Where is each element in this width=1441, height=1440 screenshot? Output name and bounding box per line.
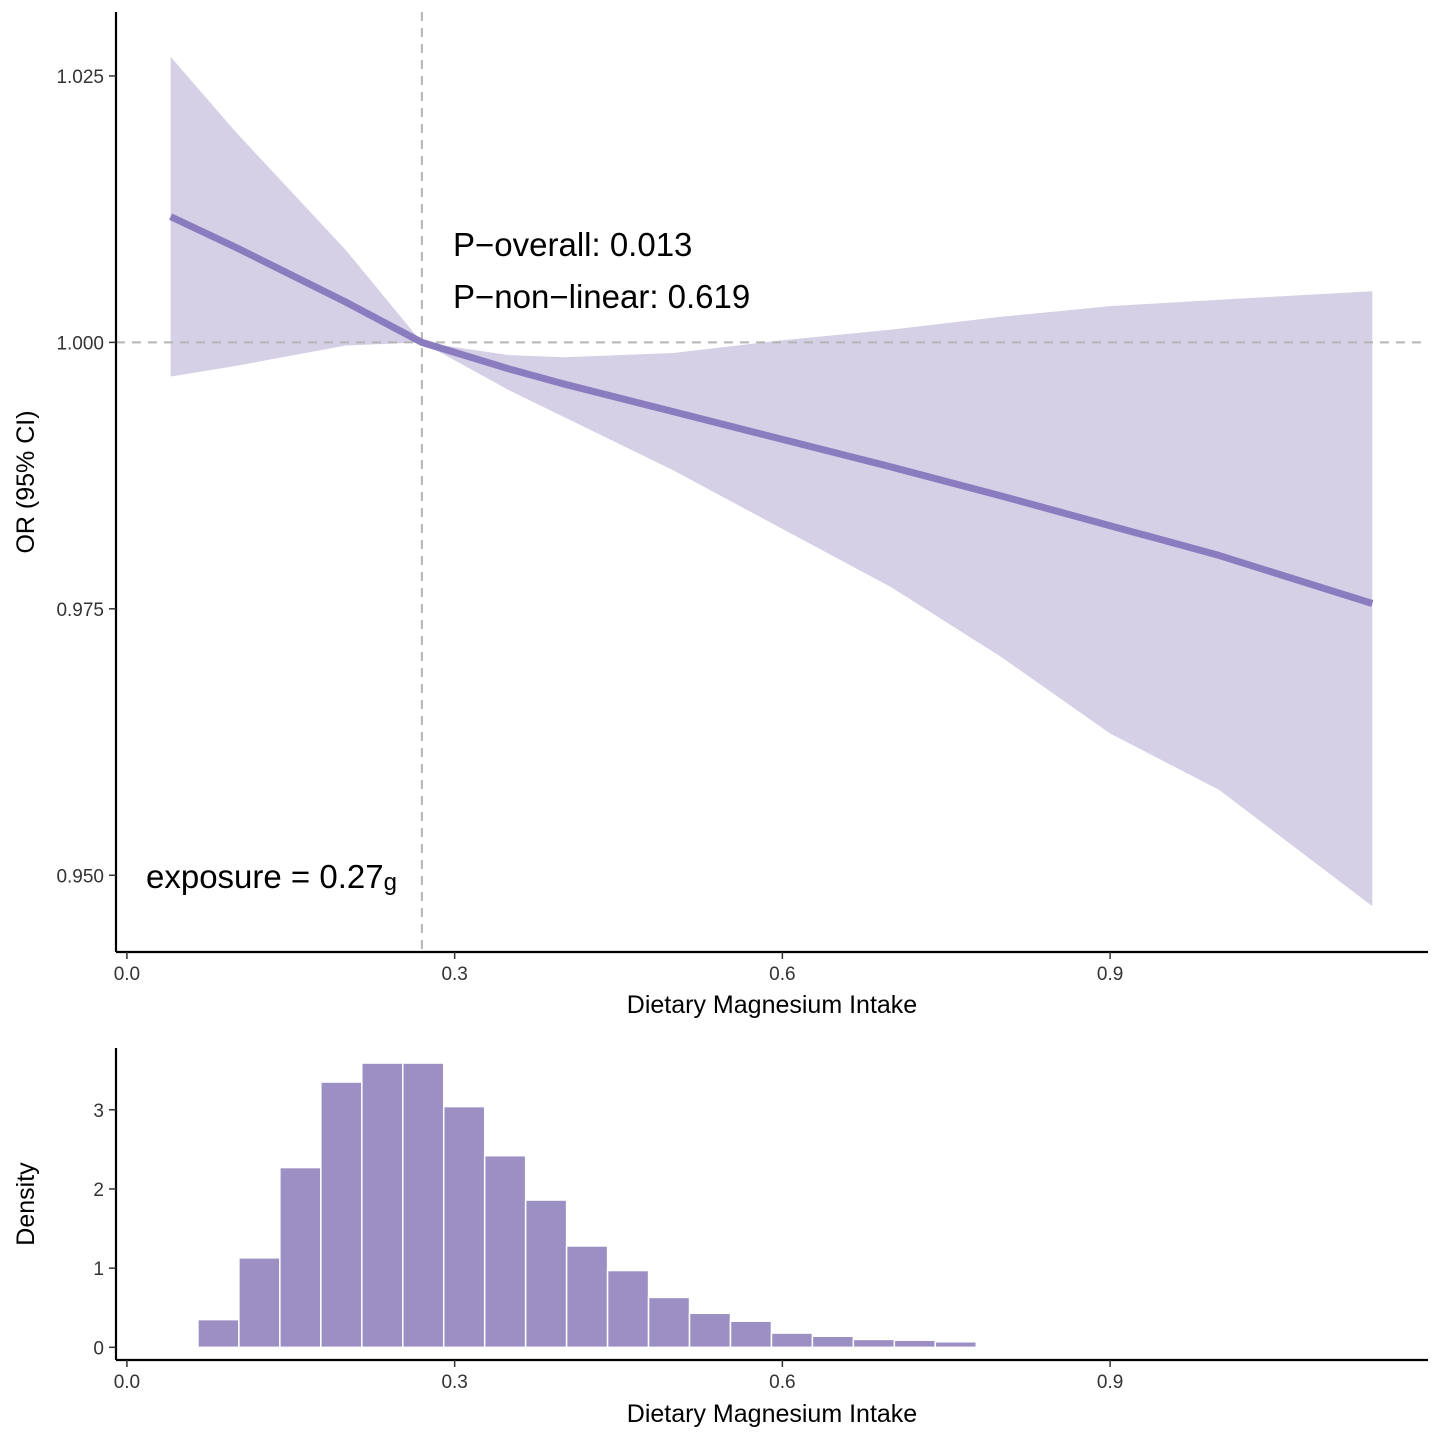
histogram-plot: 0.0 0.3 0.6 0.9 0 1 2 3 bbox=[93, 1048, 1428, 1393]
histogram-bar bbox=[975, 1345, 1018, 1349]
bottom-y-axis-label: Density bbox=[12, 1162, 40, 1246]
top-x-tick-label: 0.0 bbox=[114, 964, 140, 985]
bottom-y-tick-label: 0 bbox=[93, 1338, 104, 1359]
bottom-x-tick-label: 0.6 bbox=[769, 1372, 795, 1393]
spline-plot: 0.0 0.3 0.6 0.9 0.950 0.975 1.000 1.025 bbox=[56, 12, 1428, 985]
or-curve bbox=[169, 213, 1374, 607]
top-y-tick-label: 0.975 bbox=[56, 600, 104, 621]
bottom-y-tick-label: 2 bbox=[93, 1180, 104, 1201]
top-x-tick-label: 0.9 bbox=[1097, 964, 1123, 985]
top-y-tick-label: 1.000 bbox=[56, 333, 104, 354]
histogram-bar bbox=[279, 1166, 322, 1349]
histogram-bar bbox=[361, 1062, 404, 1349]
top-y-axis-label: OR (95% CI) bbox=[12, 410, 40, 553]
histogram-bar bbox=[934, 1341, 978, 1349]
bottom-y-tick-label: 1 bbox=[93, 1259, 104, 1280]
histogram-bar bbox=[852, 1338, 896, 1349]
histogram-bar bbox=[402, 1062, 445, 1349]
histogram-bar bbox=[893, 1339, 937, 1349]
histogram-bar bbox=[238, 1257, 281, 1349]
p-nonlinear-annotation: P−non−linear: 0.619 bbox=[453, 278, 750, 315]
histogram-bar bbox=[606, 1269, 650, 1349]
histogram-bar bbox=[647, 1296, 691, 1349]
histogram-bar bbox=[320, 1081, 363, 1349]
bottom-x-tick-label: 0.9 bbox=[1097, 1372, 1123, 1393]
bottom-x-tick-label: 0.0 bbox=[114, 1372, 140, 1393]
bottom-x-tick-label: 0.3 bbox=[441, 1372, 467, 1393]
top-y-tick-label: 1.025 bbox=[56, 67, 104, 88]
histogram-bar bbox=[811, 1335, 855, 1349]
p-overall-annotation: P−overall: 0.013 bbox=[453, 226, 692, 263]
top-y-tick-label: 0.950 bbox=[56, 866, 104, 887]
bottom-y-tick-label: 3 bbox=[93, 1101, 104, 1122]
histogram-bar bbox=[729, 1320, 773, 1349]
histogram-bar bbox=[442, 1105, 486, 1349]
exposure-annotation: exposure = 0.27g bbox=[146, 858, 397, 896]
bottom-x-axis-label: Dietary Magnesium Intake bbox=[627, 1400, 917, 1428]
top-x-tick-label: 0.6 bbox=[769, 964, 795, 985]
histogram-bar bbox=[197, 1318, 240, 1349]
top-x-tick-label: 0.3 bbox=[441, 964, 467, 985]
confidence-band bbox=[170, 56, 1373, 907]
histogram-bar bbox=[688, 1312, 732, 1349]
histogram-bar bbox=[565, 1245, 609, 1349]
histogram-bar bbox=[483, 1154, 527, 1349]
histogram-bar bbox=[770, 1332, 814, 1349]
top-x-axis-label: Dietary Magnesium Intake bbox=[627, 991, 917, 1019]
histogram-bar bbox=[524, 1199, 568, 1349]
